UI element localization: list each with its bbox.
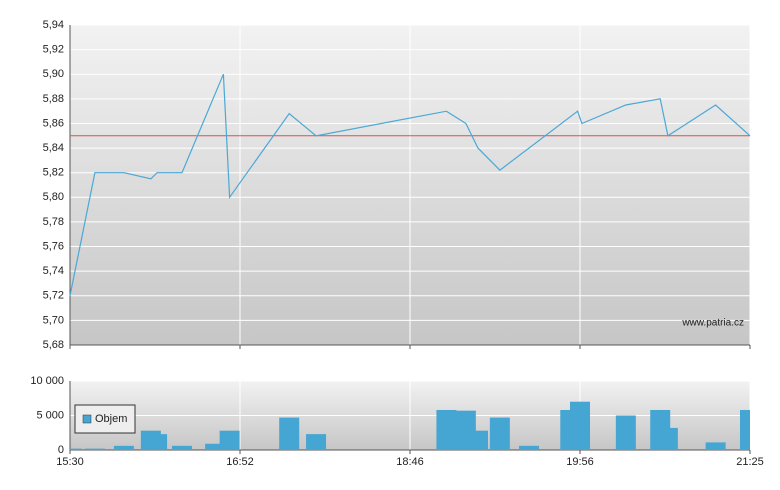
y-tick-label: 5,80 <box>43 191 64 203</box>
y-tick-label: 5,76 <box>43 240 64 252</box>
y-tick-label: 5,86 <box>43 117 64 129</box>
volume-bar <box>468 430 488 450</box>
volume-bar <box>519 445 539 450</box>
y-tick-label: 5,90 <box>43 68 64 80</box>
volume-bar <box>279 417 300 450</box>
volume-bar <box>84 448 105 450</box>
volume-bar <box>306 434 327 450</box>
volume-bar <box>570 401 590 450</box>
y-tick-label: 5,92 <box>43 44 64 56</box>
x-tick-label: 21:25 <box>736 456 764 468</box>
volume-bar <box>657 427 678 450</box>
watermark: www.patria.cz <box>681 318 744 329</box>
y-tick-label: 5,68 <box>43 339 64 351</box>
y-tick-label: 5 000 <box>36 409 64 421</box>
y-tick-label: 5,94 <box>43 19 64 31</box>
volume-bar <box>705 442 726 450</box>
legend-swatch <box>82 414 92 424</box>
y-tick-label: 5,70 <box>43 314 64 326</box>
x-tick-label: 15:30 <box>56 456 84 468</box>
volume-bar <box>205 443 226 450</box>
volume-bar <box>171 445 192 450</box>
y-tick-label: 10 000 <box>30 375 64 387</box>
volume-bar <box>740 409 750 450</box>
x-tick-label: 18:46 <box>396 456 424 468</box>
volume-bar <box>489 417 510 450</box>
y-tick-label: 5,74 <box>43 265 64 277</box>
x-tick-label: 16:52 <box>226 456 254 468</box>
y-tick-label: 5,72 <box>43 290 64 302</box>
volume-bar <box>70 448 83 450</box>
y-tick-label: 5,88 <box>43 93 64 105</box>
y-tick-label: 5,78 <box>43 216 64 228</box>
y-tick-label: 5,82 <box>43 167 64 179</box>
price-line <box>69 73 751 296</box>
legend-label: Objem <box>95 413 127 425</box>
y-tick-label: 5,84 <box>43 142 64 154</box>
volume-bar <box>113 445 134 450</box>
y-tick-label: 0 <box>58 444 64 456</box>
volume-bar <box>436 409 457 450</box>
volume-bar <box>219 430 240 450</box>
x-tick-label: 19:56 <box>566 456 594 468</box>
volume-bar <box>615 415 636 450</box>
volume-bar <box>147 434 168 450</box>
